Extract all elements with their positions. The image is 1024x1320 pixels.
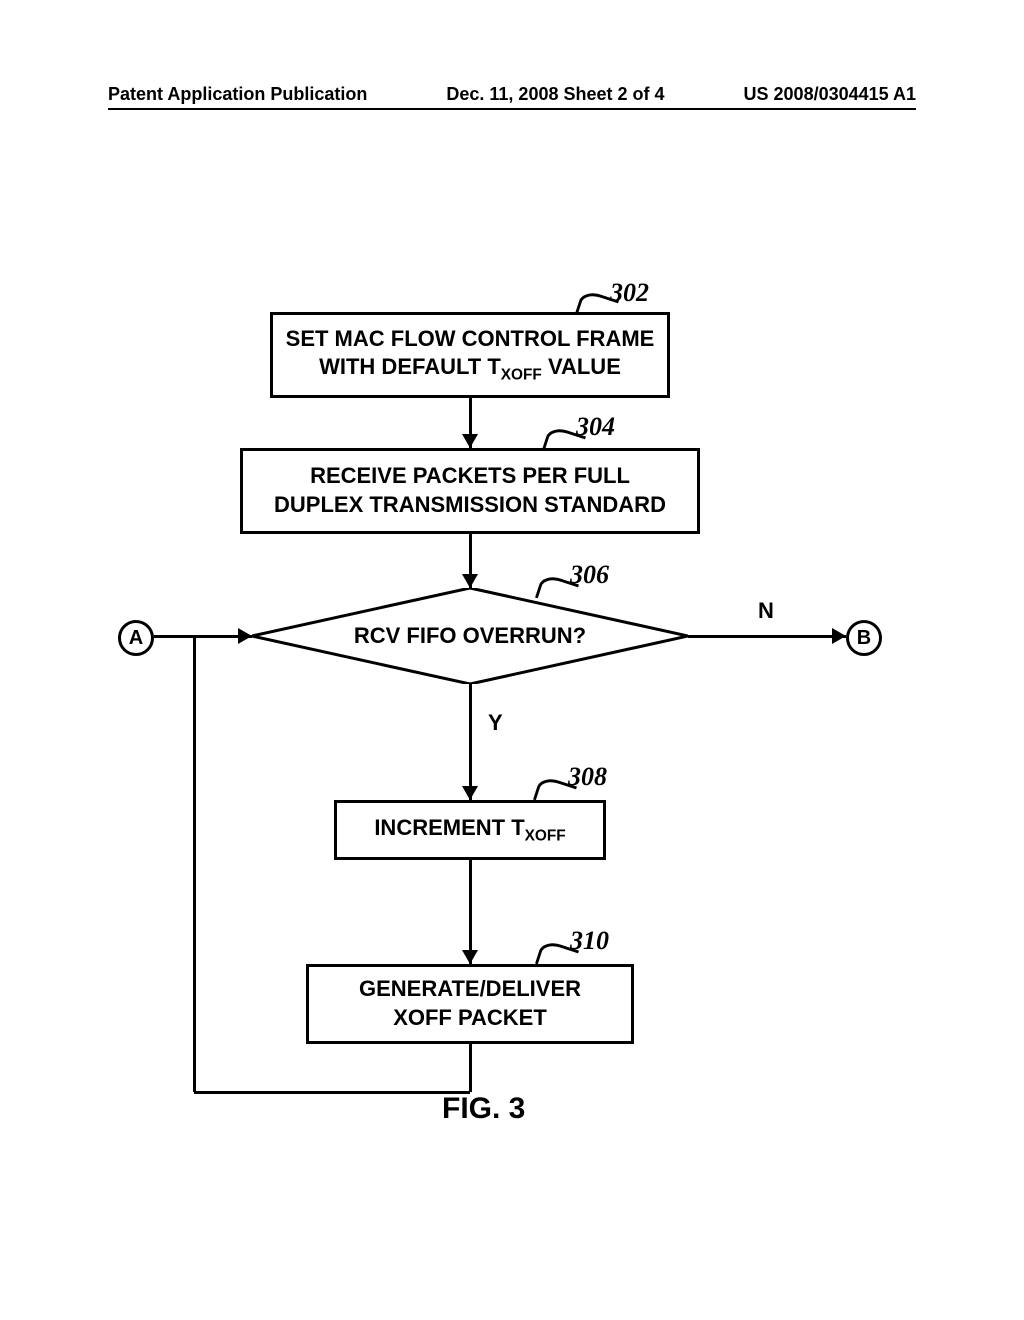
header-rule <box>108 108 916 110</box>
figure-label: FIG. 3 <box>442 1092 525 1126</box>
edge-vert <box>469 1044 472 1092</box>
edge-horiz <box>194 1091 470 1094</box>
edge-horiz <box>688 635 846 638</box>
connector-B: B <box>846 620 882 656</box>
process-n310: GENERATE/DELIVERXOFF PACKET <box>306 964 634 1044</box>
arrowhead-down <box>462 434 478 448</box>
arrowhead-down <box>462 950 478 964</box>
edge-vert <box>469 860 472 964</box>
edge-label: N <box>758 598 774 624</box>
header-center: Dec. 11, 2008 Sheet 2 of 4 <box>446 84 664 105</box>
arrowhead-down <box>462 786 478 800</box>
header-right: US 2008/0304415 A1 <box>744 84 916 105</box>
connector-A: A <box>118 620 154 656</box>
header-left: Patent Application Publication <box>108 84 367 105</box>
edge-label: Y <box>488 710 503 736</box>
arrowhead-right <box>832 628 846 644</box>
arrowhead-down <box>462 574 478 588</box>
edge-vert <box>193 636 196 1092</box>
edge-vert <box>469 684 472 800</box>
arrowhead-right <box>238 628 252 644</box>
decision-n306: RCV FIFO OVERRUN? <box>252 588 688 684</box>
process-n304: RECEIVE PACKETS PER FULLDUPLEX TRANSMISS… <box>240 448 700 534</box>
